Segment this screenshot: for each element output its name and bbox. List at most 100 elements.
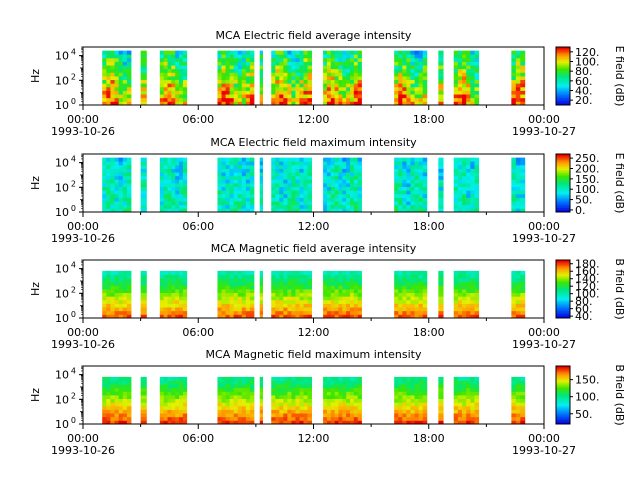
heatmap-cell — [307, 384, 312, 389]
heatmap-cell — [307, 168, 312, 173]
heatmap-cell — [287, 380, 292, 385]
heatmap-cell — [406, 54, 411, 59]
heatmap-cell — [511, 409, 517, 414]
heatmap-cell — [237, 54, 243, 59]
heatmap-cell — [350, 299, 355, 304]
heatmap-cell — [118, 186, 124, 191]
heatmap-cell — [287, 296, 292, 301]
heatmap-cell — [259, 175, 263, 180]
heatmap-cell — [275, 179, 280, 184]
heatmap-cell — [163, 90, 168, 95]
heatmap-cell — [457, 97, 463, 102]
heatmap-cell — [466, 50, 471, 55]
heatmap-cell — [241, 208, 247, 213]
heatmap-cell — [511, 157, 517, 162]
colorbar-band — [556, 185, 570, 188]
heatmap-cell — [233, 204, 239, 209]
heatmap-cell — [249, 179, 255, 184]
y-tick-exponent: 4 — [71, 155, 76, 164]
heatmap-cell — [179, 175, 184, 180]
colorbar-band — [556, 304, 570, 307]
heatmap-cell — [225, 384, 231, 389]
heatmap-cell — [410, 68, 415, 73]
colorbar-band — [556, 48, 570, 51]
heatmap-cell — [167, 90, 172, 95]
heatmap-cell — [398, 204, 403, 209]
heatmap-cell — [287, 420, 292, 425]
x-tick-label: 12:00 — [298, 326, 330, 339]
heatmap-cell — [233, 61, 239, 66]
heatmap-cell — [323, 270, 328, 275]
heatmap-cell — [275, 413, 280, 418]
heatmap-cell — [323, 278, 328, 283]
heatmap-cell — [237, 72, 243, 77]
heatmap-cell — [418, 416, 424, 421]
heatmap-cell — [398, 387, 403, 392]
heatmap-cell — [221, 161, 226, 166]
heatmap-cell — [418, 204, 424, 209]
heatmap-cell — [462, 270, 467, 275]
heatmap-cell — [182, 76, 188, 81]
heatmap-cell — [398, 278, 403, 283]
heatmap-cell — [334, 274, 339, 279]
heatmap-cell — [511, 398, 517, 403]
heatmap-cell — [182, 281, 188, 286]
heatmap-cell — [249, 94, 255, 99]
heatmap-cell — [175, 292, 180, 297]
heatmap-cell — [299, 303, 304, 308]
heatmap-cell — [303, 54, 308, 59]
heatmap-cell — [271, 303, 276, 308]
heatmap-cell — [171, 65, 176, 70]
heatmap-cell — [279, 183, 284, 188]
chart-title: MCA Magnetic field maximum intensity — [206, 348, 422, 361]
heatmap-cell — [275, 50, 280, 55]
heatmap-cell — [418, 296, 424, 301]
heatmap-cell — [402, 90, 407, 95]
heatmap-cell — [102, 204, 107, 209]
heatmap-cell — [225, 292, 231, 297]
heatmap-cell — [353, 204, 359, 209]
heatmap-cell — [233, 190, 239, 195]
x-tick-date: 1993-10-27 — [512, 125, 576, 138]
heatmap-cell — [474, 278, 480, 283]
heatmap-cell — [466, 391, 471, 396]
heatmap-cell — [515, 68, 521, 73]
heatmap-cell — [346, 90, 351, 95]
heatmap-cell — [118, 76, 124, 81]
heatmap-cell — [114, 307, 120, 312]
heatmap-cell — [438, 54, 444, 59]
heatmap-cell — [350, 72, 355, 77]
heatmap-cell — [338, 310, 343, 315]
heatmap-cell — [515, 76, 521, 81]
heatmap-cell — [410, 172, 415, 177]
heatmap-cell — [221, 204, 226, 209]
heatmap-cell — [291, 201, 296, 206]
heatmap-cell — [346, 307, 351, 312]
colorbar-band — [556, 396, 570, 399]
heatmap-cell — [342, 168, 347, 173]
heatmap-cell — [350, 175, 355, 180]
heatmap-cell — [357, 65, 362, 70]
heatmap-cell — [307, 90, 312, 95]
heatmap-cell — [275, 65, 280, 70]
heatmap-cell — [167, 387, 172, 392]
heatmap-cell — [225, 285, 231, 290]
heatmap-cell — [406, 405, 411, 410]
heatmap-cell — [114, 186, 120, 191]
heatmap-cell — [229, 101, 235, 106]
heatmap-cell — [233, 54, 239, 59]
heatmap-cell — [287, 285, 292, 290]
heatmap-cell — [271, 274, 276, 279]
heatmap-cell — [330, 416, 336, 421]
heatmap-cell — [438, 168, 444, 173]
heatmap-cell — [326, 197, 332, 202]
heatmap-cell — [283, 420, 288, 425]
heatmap-cell — [410, 384, 415, 389]
heatmap-cell — [515, 161, 521, 166]
heatmap-cell — [515, 204, 521, 209]
heatmap-cell — [350, 83, 355, 88]
heatmap-cell — [221, 86, 226, 91]
colorbar-band — [556, 193, 570, 195]
heatmap-cell — [326, 384, 332, 389]
heatmap-cell — [291, 172, 296, 177]
